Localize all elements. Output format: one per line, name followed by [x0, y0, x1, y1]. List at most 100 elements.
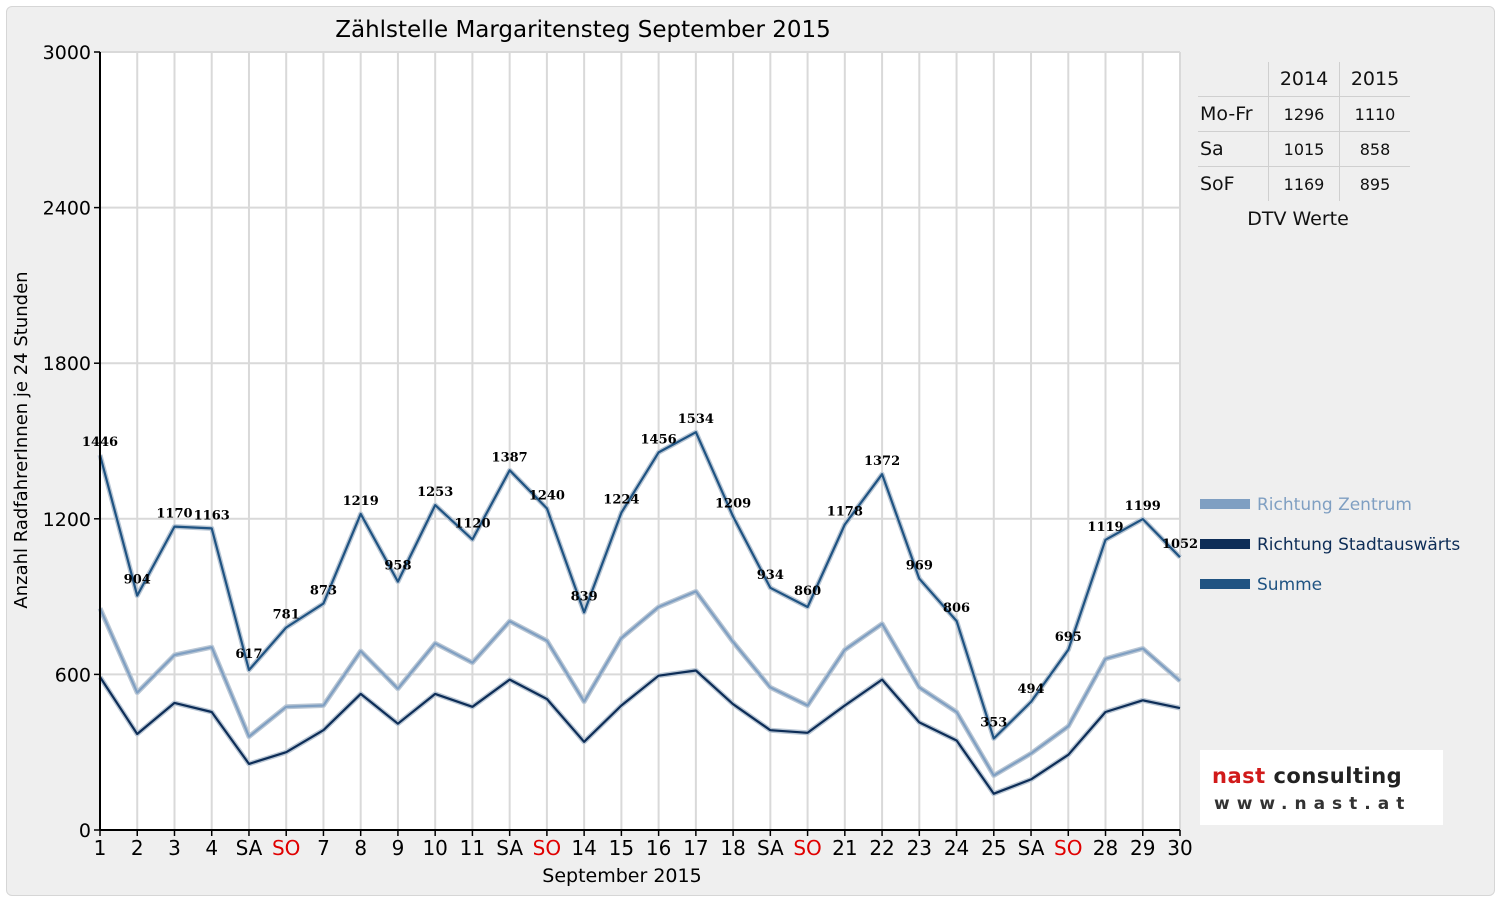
x-tick-label: 23 — [907, 836, 932, 860]
data-label: 839 — [571, 589, 598, 604]
dtv-year-2014: 2014 — [1268, 62, 1340, 97]
data-label: 1163 — [194, 508, 230, 523]
logo-name: nast consulting — [1212, 764, 1402, 788]
y-tick-label: 0 — [79, 820, 91, 842]
x-tick-label: SA — [236, 836, 263, 860]
x-tick-label: 17 — [683, 836, 708, 860]
data-label: 617 — [235, 647, 262, 662]
dtv-row-sof: SoF 1169 895 — [1198, 166, 1410, 201]
x-tick-label: SO — [272, 836, 300, 860]
x-tick-label: 4 — [205, 836, 218, 860]
data-labels: 1446904117011636177818731219958125311201… — [82, 412, 1198, 730]
data-label: 934 — [757, 568, 784, 583]
dtv-cell: 895 — [1339, 166, 1410, 201]
legend-swatch — [1200, 579, 1250, 589]
data-label: 1170 — [156, 507, 192, 522]
data-label: 1372 — [864, 454, 900, 469]
data-label: 494 — [1017, 682, 1044, 697]
x-tick-labels: 1 2 3 4 SA SO 7 8 9 10 11 SA SO 14 15 16 17 18 SA SO 21 22 23 2… — [94, 836, 1193, 860]
x-tick-label: 21 — [832, 836, 857, 860]
legend-label: Richtung Stadtauswärts — [1257, 535, 1460, 555]
dtv-corner — [1198, 62, 1269, 97]
logo-name-accent: nast — [1212, 764, 1266, 788]
y-tick-label: 2400 — [43, 198, 91, 220]
data-label: 1120 — [454, 517, 490, 532]
logo-name-rest: consulting — [1265, 764, 1403, 788]
company-logo: nast consulting www.nast.at — [1200, 750, 1443, 825]
x-axis-title: September 2015 — [542, 865, 701, 887]
x-tick-label: 28 — [1093, 836, 1118, 860]
x-tick-label: 29 — [1130, 836, 1155, 860]
dtv-table: 2014 2015 Mo-Fr 1296 1110 Sa 1015 858 So… — [1198, 62, 1410, 201]
x-tick-label: 8 — [354, 836, 367, 860]
dtv-row-label: Mo-Fr — [1198, 96, 1269, 132]
y-tick-label: 600 — [55, 664, 91, 686]
dtv-row-label: SoF — [1198, 166, 1269, 201]
data-label: 860 — [794, 584, 821, 599]
dtv-cell: 1296 — [1268, 96, 1340, 132]
data-label: 353 — [980, 715, 1007, 730]
dtv-row-sa: Sa 1015 858 — [1198, 131, 1410, 167]
data-label: 1534 — [678, 412, 714, 427]
y-axis-title: Anzahl RadfahrerInnen je 24 Stunden — [11, 271, 32, 608]
x-tick-label: 25 — [981, 836, 1006, 860]
x-tick-label: 10 — [422, 836, 447, 860]
legend: Richtung Zentrum Richtung Stadtauswärts Su… — [1200, 495, 1460, 595]
vertical-gridlines — [99, 52, 1181, 830]
legend-swatch — [1200, 499, 1250, 509]
dtv-row-mofr: Mo-Fr 1296 1110 — [1198, 96, 1410, 132]
dtv-cell: 1110 — [1339, 96, 1410, 132]
x-tick-label: 14 — [571, 836, 596, 860]
x-tick-label: 16 — [646, 836, 671, 860]
x-tick-label: SA — [496, 836, 523, 860]
data-label: 1240 — [529, 488, 565, 503]
data-label: 1119 — [1087, 520, 1123, 535]
y-tick-label: 1200 — [43, 509, 91, 531]
x-tick-label: 7 — [317, 836, 330, 860]
data-label: 958 — [384, 559, 411, 574]
x-tick-label: SO — [1054, 836, 1082, 860]
logo-url: www.nast.at — [1214, 794, 1412, 814]
dtv-year-2015: 2015 — [1339, 62, 1410, 97]
x-tick-label: SA — [757, 836, 784, 860]
x-tick-label: 22 — [869, 836, 894, 860]
y-tick-label: 3000 — [43, 42, 91, 64]
x-tick-label: 15 — [609, 836, 634, 860]
dtv-cell: 1015 — [1268, 131, 1340, 167]
dtv-cell: 858 — [1339, 131, 1410, 167]
y-tick-labels: 0 600 1200 1800 2400 3000 — [43, 42, 91, 842]
series-line — [99, 669, 1181, 795]
data-label: 1224 — [603, 493, 639, 508]
plot-area — [100, 52, 1180, 830]
dtv-caption: DTV Werte — [1247, 208, 1349, 230]
x-tick-label: SO — [793, 836, 821, 860]
x-tick-label: 3 — [168, 836, 181, 860]
data-label: 806 — [943, 601, 970, 616]
data-label: 1253 — [417, 485, 453, 500]
data-label: 1178 — [827, 505, 863, 520]
data-label: 695 — [1055, 630, 1082, 645]
legend-label: Richtung Zentrum — [1257, 495, 1412, 515]
legend-label: Summe — [1257, 575, 1322, 595]
series-line — [98, 431, 1181, 740]
x-tick-label: 2 — [131, 836, 144, 860]
data-label: 1209 — [715, 496, 751, 511]
data-label: 873 — [310, 584, 337, 599]
dtv-header-row: 2014 2015 — [1198, 62, 1410, 97]
axes — [94, 51, 1181, 836]
data-label: 1219 — [343, 494, 379, 509]
dtv-cell: 1169 — [1268, 166, 1340, 201]
series-line — [98, 590, 1181, 777]
x-tick-label: 11 — [460, 836, 485, 860]
x-tick-label: 30 — [1167, 836, 1192, 860]
data-label: 1387 — [492, 450, 528, 465]
x-tick-label: 1 — [94, 836, 107, 860]
data-label: 1456 — [641, 432, 677, 447]
series-lines — [97, 429, 1182, 797]
dtv-row-label: Sa — [1198, 131, 1269, 167]
chart-title: Zählstelle Margaritensteg September 2015 — [335, 17, 831, 43]
data-label: 1052 — [1162, 537, 1198, 552]
x-tick-label: 24 — [944, 836, 969, 860]
x-tick-label: SA — [1018, 836, 1045, 860]
